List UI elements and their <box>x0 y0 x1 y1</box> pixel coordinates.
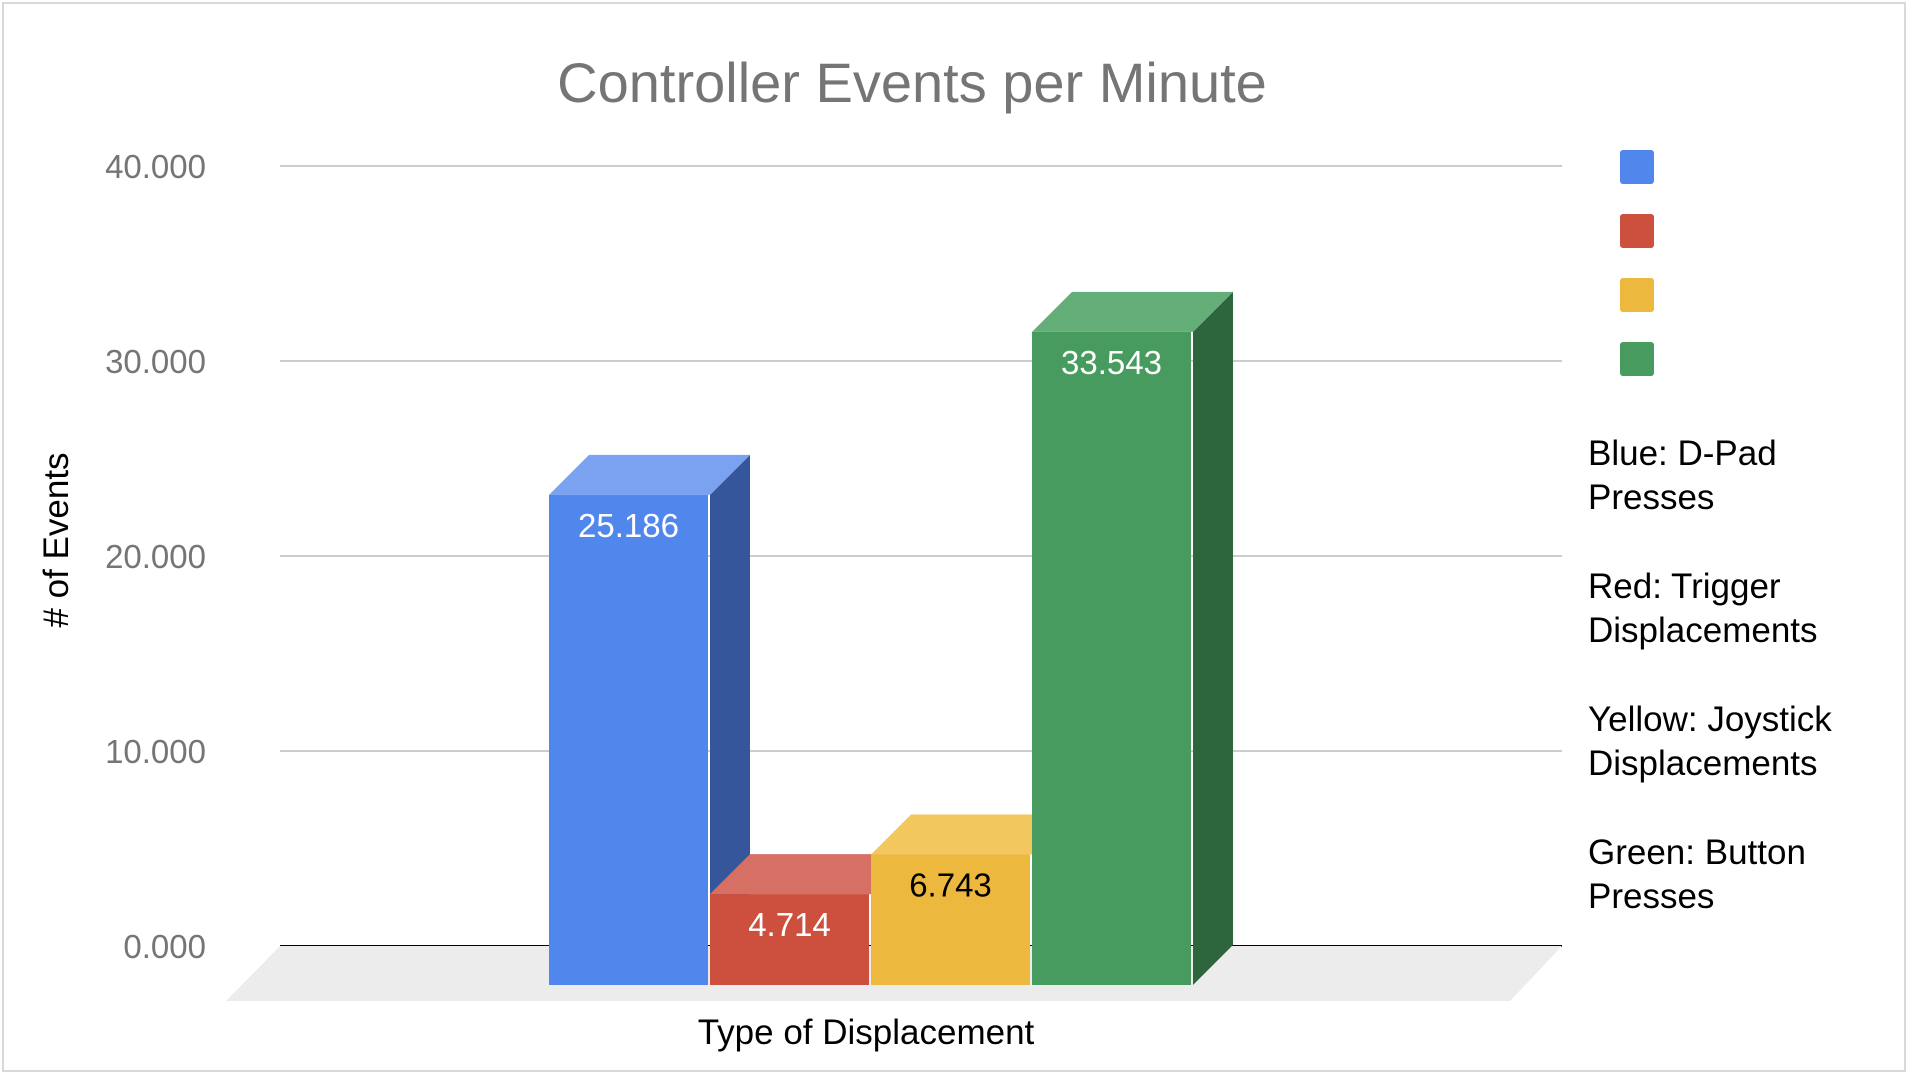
legend-swatch <box>1620 342 1654 376</box>
legend-swatch <box>1620 214 1654 248</box>
legend <box>1620 150 1654 376</box>
legend-note-line: Displacements <box>1588 744 1818 783</box>
legend-note-line: Blue: D-Pad <box>1588 434 1777 473</box>
legend-note-line: Yellow: Joystick <box>1588 700 1832 739</box>
data-label: 25.186 <box>578 507 679 544</box>
bar-side <box>710 454 750 985</box>
bar-front <box>549 494 708 985</box>
chart-title: Controller Events per Minute <box>557 51 1267 114</box>
x-axis-title: Type of Displacement <box>698 1013 1035 1052</box>
data-label: 4.714 <box>748 906 831 943</box>
bar-top <box>710 854 911 895</box>
legend-note-line: Presses <box>1588 877 1714 916</box>
bar-front <box>710 894 869 985</box>
legend-swatch <box>1620 150 1654 184</box>
bar <box>549 454 750 985</box>
y-axis-title: # of Events <box>37 452 76 627</box>
bar-top <box>871 814 1072 855</box>
y-tick-label: 40.000 <box>105 148 206 185</box>
data-labels: 25.186 4.714 6.743 33.543 <box>578 344 1162 943</box>
legend-notes: Blue: D-Pad Presses Red: Trigger Displaceme… <box>1588 434 1832 916</box>
bar-side <box>1193 291 1233 985</box>
bar <box>1032 291 1233 985</box>
y-tick-label: 0.000 <box>123 928 206 965</box>
y-axis-ticks: 0.000 10.000 20.000 30.000 40.000 <box>105 148 206 965</box>
legend-note-line: Displacements <box>1588 611 1818 650</box>
y-tick-label: 30.000 <box>105 343 206 380</box>
bar-front <box>871 854 1030 985</box>
legend-note-line: Red: Trigger <box>1588 567 1781 606</box>
legend-swatch <box>1620 278 1654 312</box>
y-tick-label: 10.000 <box>105 733 206 770</box>
legend-note-line: Presses <box>1588 478 1714 517</box>
bar-top <box>549 454 750 495</box>
bar-top <box>1032 291 1233 332</box>
data-label: 33.543 <box>1061 344 1162 381</box>
y-tick-label: 20.000 <box>105 538 206 575</box>
bar-front <box>1032 331 1191 985</box>
legend-note-line: Green: Button <box>1588 833 1806 872</box>
data-label: 6.743 <box>909 867 992 904</box>
bars <box>549 291 1233 985</box>
